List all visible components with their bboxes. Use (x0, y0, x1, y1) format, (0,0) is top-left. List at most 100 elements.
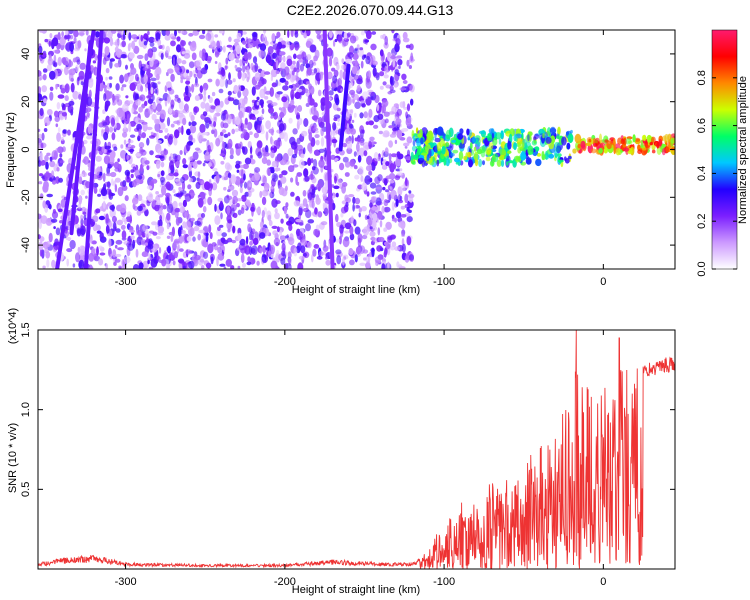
spectrogram-cell (296, 54, 303, 60)
spectrogram-cell (38, 70, 42, 77)
spectrogram-cell (358, 245, 366, 254)
spectrogram-cell (187, 92, 192, 98)
spectrogram-cell (69, 239, 76, 250)
spectrogram-cell (598, 147, 603, 154)
spectrogram-cell (115, 93, 121, 99)
spectrogram-cell (128, 52, 135, 59)
spectrogram-cell (66, 248, 73, 253)
spectrogram-cell (350, 215, 354, 224)
spectrogram-cell (38, 45, 43, 54)
spectrogram-cell (531, 140, 538, 146)
spectrogram-cell (171, 226, 175, 237)
spectrogram-cell (305, 81, 310, 85)
spectrogram-cell (356, 150, 360, 156)
spectrogram-y-label: Frequency (Hz) (5, 112, 17, 188)
spectrogram-cell (265, 90, 271, 95)
spectrogram-cell (185, 80, 191, 85)
spectrogram-cell (214, 61, 218, 64)
spectrogram-cell (112, 221, 117, 232)
spectrogram-cell (109, 82, 112, 88)
spectrogram-cell (148, 135, 156, 139)
spectrogram-cell (75, 252, 81, 263)
spectrogram-cell (146, 200, 151, 207)
spectrogram-cell (286, 58, 293, 67)
spectrogram-cell (383, 74, 389, 79)
spectrogram-cell (57, 56, 62, 66)
spectrogram-cell (38, 30, 45, 33)
spectrogram-cell (167, 245, 171, 254)
spectrogram-cell (617, 137, 623, 145)
spectrogram-cell (315, 139, 320, 146)
spectrogram-cell (236, 169, 240, 173)
spectrogram-cell (237, 84, 242, 93)
spectrogram-cell (215, 78, 220, 87)
spectrogram-cell (285, 262, 292, 269)
spectrogram-cell (38, 234, 41, 240)
spectrogram-cell (133, 194, 139, 202)
spectrogram-cell (375, 186, 383, 190)
spectrogram-cell (78, 259, 85, 269)
spectrogram-cell (290, 64, 294, 70)
spectrogram-cell (168, 172, 175, 177)
spectrogram-cell (342, 142, 348, 148)
spectrogram-cell (356, 78, 363, 85)
spectrogram-cell (257, 81, 263, 88)
spectrogram-cell (103, 93, 107, 102)
spectrogram-cell (131, 40, 136, 50)
spectrogram-cell (125, 64, 128, 70)
spectrogram-cell (454, 137, 459, 146)
spectrogram-cell (405, 117, 412, 127)
spectrogram-cell (115, 228, 121, 233)
spectrogram-cell (301, 239, 308, 246)
spectrogram-cell (360, 206, 367, 212)
spectrogram-cell (124, 169, 131, 176)
spectrogram-cell (207, 55, 212, 62)
spectrogram-cell (242, 63, 246, 73)
spectrogram-cell (136, 123, 143, 132)
spectrogram-cell (258, 50, 265, 59)
spectrogram-cell (297, 105, 303, 112)
spectrogram-cell (148, 266, 154, 269)
spectrogram-cell (146, 165, 150, 171)
spectrogram-cell (264, 95, 269, 100)
spectrogram-cell (198, 229, 205, 234)
spectrogram-cell (354, 254, 358, 263)
spectrogram-cell (138, 142, 145, 149)
snr-frame (37, 329, 676, 570)
spectrogram-cell (365, 76, 371, 85)
spectrogram-cell (78, 93, 82, 100)
spectrogram-cell (290, 177, 294, 183)
spectrogram-cell (59, 160, 65, 164)
spectrogram-cell (184, 211, 188, 218)
spectrogram-cell (168, 156, 172, 162)
spectrogram-cell (295, 114, 301, 120)
spectrogram-cell (57, 127, 61, 133)
spectrogram-cell (202, 162, 206, 167)
spectrogram-cell (132, 180, 137, 188)
spectrogram-cell (147, 259, 150, 265)
spectrogram-y-tick-label: 20 (20, 96, 32, 108)
spectrogram-cell (402, 101, 406, 109)
spectrogram-cell (220, 160, 225, 165)
spectrogram-cell (167, 135, 173, 145)
spectrogram-cell (395, 38, 401, 46)
spectrogram-cell (94, 168, 100, 176)
spectrogram-cell (345, 201, 349, 208)
spectrogram-cell (127, 100, 134, 105)
spectrogram-cell (330, 154, 336, 160)
spectrogram-cell (48, 40, 52, 47)
spectrogram-cell (241, 194, 247, 202)
spectrogram-cell (55, 176, 60, 184)
spectrogram-cell (175, 216, 180, 226)
spectrogram-cell (67, 129, 71, 136)
spectrogram-cell (180, 192, 184, 196)
spectrogram-cell (298, 59, 304, 63)
spectrogram-cell (148, 105, 154, 115)
spectrogram-cell (634, 137, 641, 142)
spectrogram-cell (162, 204, 167, 210)
spectrogram-cell (385, 161, 390, 167)
spectrogram-cell (166, 203, 174, 214)
spectrogram-cell (123, 256, 131, 264)
spectrogram-cell (294, 91, 301, 100)
spectrogram-cell (120, 54, 127, 59)
